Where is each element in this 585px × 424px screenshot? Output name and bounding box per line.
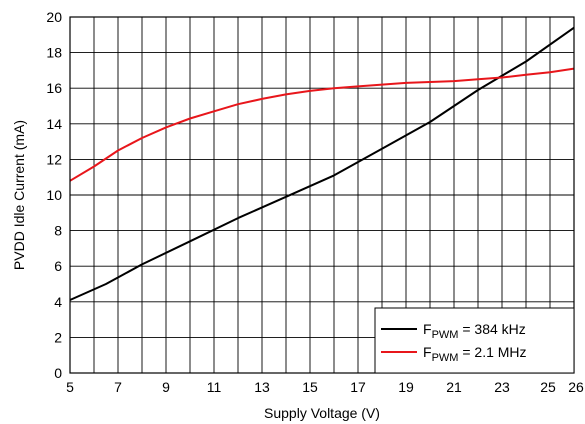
x-tick-label: 26 <box>568 379 584 395</box>
series-line-1 <box>69 67 575 182</box>
y-tick-label: 10 <box>46 187 62 203</box>
legend-label-0: FPWM = 384 kHz <box>423 321 526 341</box>
y-tick-label: 16 <box>46 80 62 96</box>
x-tick-label: 23 <box>494 379 510 395</box>
y-tick-labels: 0 2 4 6 8 10 12 14 16 18 20 <box>46 9 62 381</box>
x-tick-label: 7 <box>114 379 122 395</box>
x-tick-label: 15 <box>302 379 318 395</box>
legend-box <box>374 307 575 374</box>
x-tick-label: 17 <box>350 379 366 395</box>
x-tick-label: 13 <box>254 379 270 395</box>
y-tick-label: 8 <box>54 223 62 239</box>
y-tick-label: 2 <box>54 329 62 345</box>
x-tick-label: 19 <box>398 379 414 395</box>
y-tick-label: 14 <box>46 116 62 132</box>
y-tick-label: 18 <box>46 45 62 61</box>
plot-frame <box>69 16 575 374</box>
legend-label-1: FPWM = 2.1 MHz <box>423 344 527 364</box>
x-tick-label: 11 <box>207 379 222 395</box>
x-axis-label: Supply Voltage (V) <box>264 405 380 421</box>
y-tick-label: 12 <box>46 151 62 167</box>
series-line-0 <box>69 26 575 301</box>
y-tick-label: 0 <box>54 365 62 381</box>
x-tick-label: 25 <box>540 379 556 395</box>
y-tick-label: 4 <box>54 294 62 310</box>
x-tick-label: 5 <box>66 379 74 395</box>
x-tick-label: 21 <box>446 379 462 395</box>
y-tick-label: 20 <box>46 9 62 25</box>
x-tick-labels: 5 7 9 11 13 15 17 19 21 23 25 26 <box>66 379 584 395</box>
y-axis-label: PVDD Idle Current (mA) <box>11 120 27 270</box>
series-lines <box>69 26 575 301</box>
y-tick-label: 6 <box>54 258 62 274</box>
legend: FPWM = 384 kHz FPWM = 2.1 MHz <box>374 307 575 374</box>
x-tick-label: 9 <box>162 379 170 395</box>
